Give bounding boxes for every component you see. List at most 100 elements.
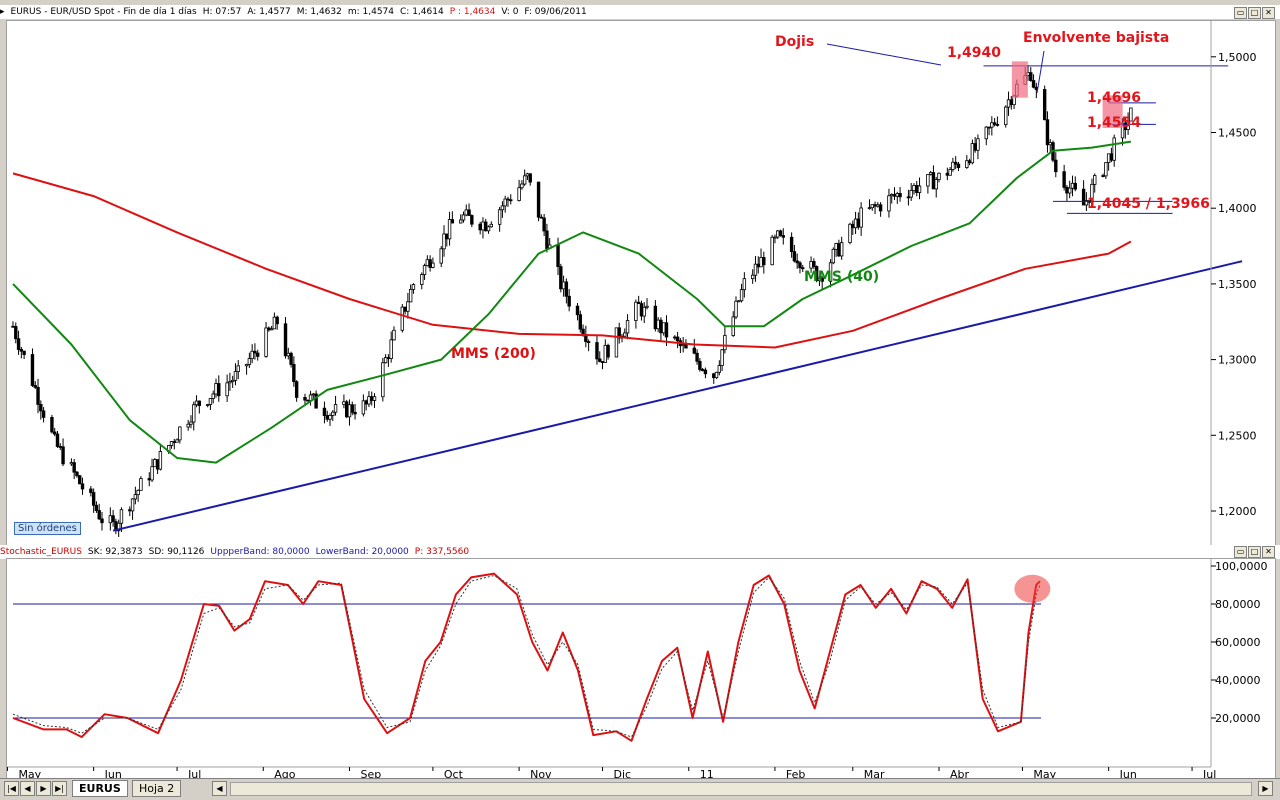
candle-body	[928, 172, 933, 175]
stoch-maximize-button[interactable]: □	[1248, 546, 1261, 558]
scroll-right-button[interactable]: ▶	[1258, 781, 1273, 796]
envolvente-label: Envolvente bajista	[1023, 30, 1169, 46]
candle-body	[1067, 187, 1072, 194]
x-tick-label: Jun	[1119, 768, 1137, 779]
candle-body	[734, 300, 738, 318]
stoch-minimize-button[interactable]: ▭	[1234, 546, 1247, 558]
candle-body	[214, 383, 218, 395]
candle	[792, 244, 797, 263]
candle-body	[937, 172, 941, 180]
x-tick-label: Jul	[1202, 768, 1216, 779]
candle-body	[798, 262, 802, 269]
candle-body	[834, 243, 838, 250]
candle	[133, 486, 138, 505]
candle	[895, 191, 899, 204]
candle-body	[225, 382, 229, 397]
candle	[831, 247, 836, 265]
candle-body	[759, 257, 763, 268]
candle-body	[253, 350, 257, 354]
candle-body	[917, 185, 922, 193]
candle-body	[1045, 119, 1050, 146]
candle	[467, 203, 471, 216]
candle	[714, 371, 719, 380]
x-tick-label: Dic	[614, 768, 632, 779]
candle-body	[951, 161, 955, 170]
candle	[750, 269, 755, 284]
candle-body	[108, 515, 113, 524]
scroll-left-button[interactable]: ◀	[212, 781, 227, 796]
maximize-button[interactable]: □	[1248, 7, 1261, 19]
tab-hoja-2[interactable]: Hoja 2	[132, 780, 182, 797]
candle	[1065, 184, 1069, 201]
minimize-button[interactable]: ▭	[1234, 7, 1247, 19]
candle	[642, 302, 646, 324]
candle-body	[684, 344, 688, 349]
close-button[interactable]: ✕	[1262, 7, 1275, 19]
candle-body	[89, 488, 93, 493]
candle-body	[425, 259, 430, 267]
candle-body	[556, 244, 560, 268]
candle	[72, 458, 76, 480]
tab-eurus[interactable]: EURUS	[72, 780, 128, 797]
sin-ordenes-badge[interactable]: Sin órdenes	[14, 522, 81, 535]
candle-body	[990, 122, 994, 128]
stoch-chart-pane[interactable]: 100,0000 80,0000 60,0000 40,0000 20,0000 May…	[6, 558, 1276, 780]
candle	[61, 438, 65, 467]
horizontal-scrollbar[interactable]	[230, 782, 1252, 796]
price-chart-pane[interactable]: Dojis 1,4940 Envolvente bajista 1,4696 1,455…	[6, 20, 1276, 546]
candle-body	[617, 327, 621, 339]
x-tick-label: May	[1033, 768, 1056, 779]
candle	[186, 419, 190, 431]
collapse-arrow-icon[interactable]: ▸	[0, 7, 5, 17]
candle-body	[55, 433, 60, 447]
candle	[617, 322, 621, 344]
stoch-header-upper: UppperBand: 80,0000	[210, 547, 310, 557]
candle	[976, 134, 980, 160]
candle	[489, 221, 493, 228]
next-sheet-button[interactable]: ▶	[36, 781, 51, 796]
candle	[737, 300, 741, 303]
candle	[859, 202, 863, 236]
candle	[244, 363, 249, 375]
candle-body	[370, 396, 374, 401]
candle	[678, 338, 683, 354]
candle	[639, 300, 644, 321]
candle	[350, 401, 354, 416]
candle	[623, 328, 627, 337]
stoch-y-tick-label: 60,0000	[1215, 636, 1261, 649]
candle-body	[539, 216, 544, 219]
candle-body	[53, 431, 57, 435]
candle-body	[1073, 182, 1077, 190]
candle	[906, 189, 911, 206]
candle	[100, 511, 104, 531]
stochastic-chart: 100,0000 80,0000 60,0000 40,0000 20,0000 May…	[7, 559, 1268, 779]
candle-body	[486, 226, 491, 232]
candle	[58, 443, 62, 450]
candle-body	[447, 219, 452, 240]
candle	[1054, 152, 1058, 178]
prev-sheet-button[interactable]: ◀	[20, 781, 35, 796]
candle	[753, 255, 758, 282]
candle-body	[442, 233, 446, 250]
stoch-close-button[interactable]: ✕	[1262, 546, 1275, 558]
candle-body	[478, 223, 482, 231]
candle	[731, 311, 735, 337]
candle	[1045, 111, 1050, 153]
candle-body	[659, 319, 663, 334]
candle	[1067, 180, 1072, 199]
candle-body	[14, 326, 18, 340]
candle-body	[58, 446, 62, 448]
first-sheet-button[interactable]: |◀	[4, 781, 19, 796]
last-sheet-button[interactable]: ▶|	[52, 781, 67, 796]
candle	[717, 360, 722, 376]
candle	[53, 427, 57, 437]
candle-body	[809, 261, 813, 269]
candle-body	[792, 251, 797, 262]
candle	[19, 346, 24, 359]
candle-body	[773, 236, 777, 239]
candle	[759, 248, 763, 268]
candle	[478, 221, 482, 235]
candle-body	[1065, 186, 1069, 194]
candle-body	[428, 259, 432, 268]
candle	[739, 283, 744, 303]
